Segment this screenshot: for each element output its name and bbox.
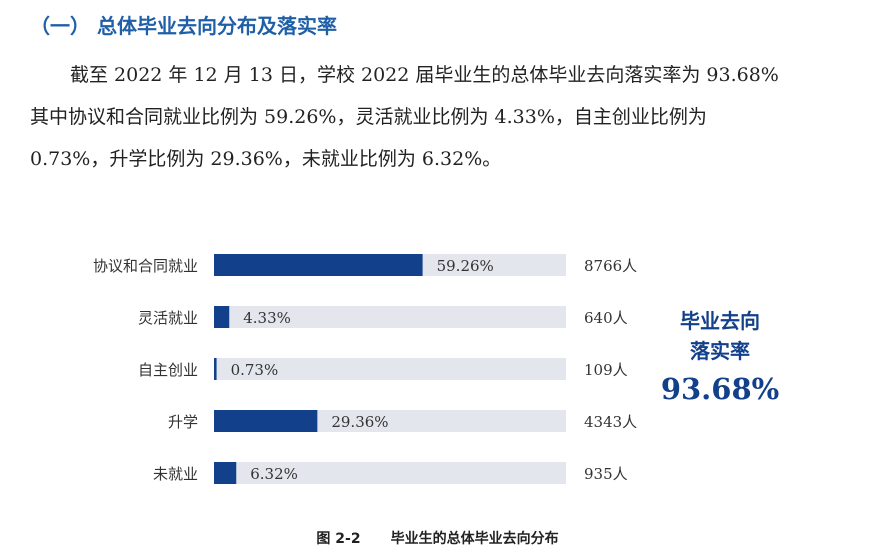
bar-value-label: 6.32%: [250, 465, 298, 483]
placement-rate-callout: 毕业去向 落实率 93.68%: [640, 306, 800, 412]
bar-value-label: 29.36%: [331, 413, 388, 431]
figure-number: 图 2-2: [316, 531, 361, 547]
paragraph-line-2: 其中协议和合同就业比例为 59.26%，灵活就业比例为 4.33%，自主创业比例…: [30, 106, 707, 128]
count-label: 8766人: [584, 257, 637, 275]
bar: [214, 462, 237, 484]
bar-value-label: 59.26%: [437, 257, 494, 275]
bar-value-label: 0.73%: [231, 361, 279, 379]
summary-paragraph: 截至 2022 年 12 月 13 日，学校 2022 届毕业生的总体毕业去向落…: [30, 54, 860, 180]
category-label: 未就业: [153, 465, 198, 483]
bar: [214, 254, 423, 276]
count-label: 935人: [584, 465, 628, 483]
category-label: 升学: [168, 413, 198, 431]
count-label: 4343人: [584, 413, 637, 431]
section-heading: （一） 总体毕业去向分布及落实率: [30, 14, 337, 38]
bar-value-label: 4.33%: [243, 309, 291, 327]
count-label: 640人: [584, 309, 628, 327]
callout-value: 93.68%: [660, 372, 780, 406]
category-label: 灵活就业: [138, 309, 198, 327]
bar-track: [214, 306, 566, 328]
bar-track: [214, 462, 566, 484]
bar-track: [214, 358, 566, 380]
figure-caption: 图 2-2 毕业生的总体毕业去向分布: [0, 528, 875, 548]
callout-line-1: 毕业去向: [680, 309, 760, 333]
bar: [214, 358, 217, 380]
category-label: 协议和合同就业: [93, 257, 198, 275]
bar: [214, 410, 318, 432]
bar: [214, 306, 230, 328]
callout-line-2: 落实率: [690, 339, 750, 363]
paragraph-line-1: 截至 2022 年 12 月 13 日，学校 2022 届毕业生的总体毕业去向落…: [70, 64, 779, 86]
paragraph-line-3: 0.73%，升学比例为 29.36%，未就业比例为 6.32%。: [30, 148, 502, 170]
count-label: 109人: [584, 361, 628, 379]
category-label: 自主创业: [138, 361, 198, 379]
figure-title: 毕业生的总体毕业去向分布: [390, 531, 559, 547]
